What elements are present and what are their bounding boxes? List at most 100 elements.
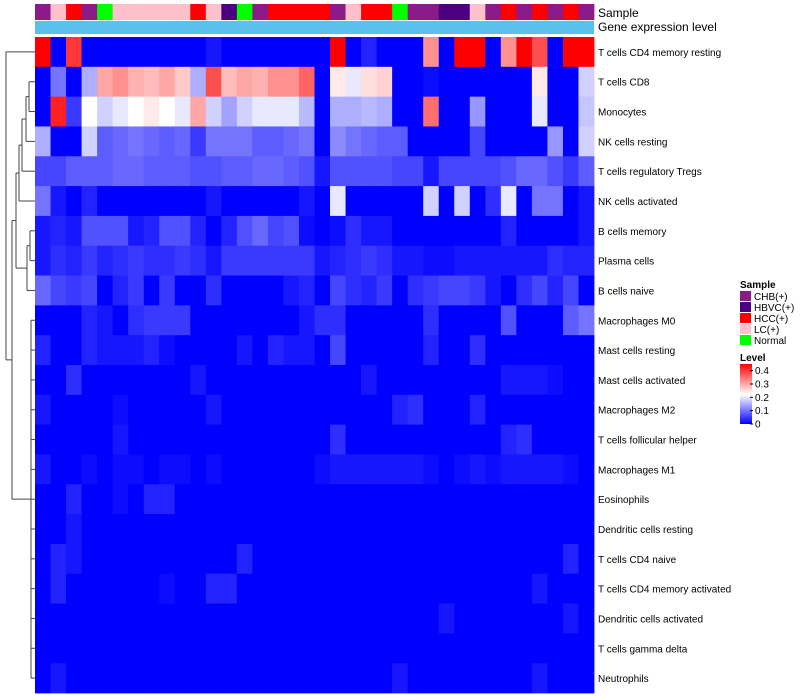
- heatmap-cell: [66, 126, 82, 157]
- heatmap-cell: [361, 573, 378, 604]
- heatmap-cell: [283, 603, 300, 634]
- heatmap-cell: [236, 543, 253, 575]
- row-label: T cells CD4 memory activated: [598, 585, 731, 596]
- heatmap-cell: [562, 245, 579, 276]
- heatmap-cell: [361, 126, 378, 157]
- heatmap-cell: [112, 186, 129, 217]
- heatmap-cell: [500, 633, 517, 664]
- heatmap-cell: [81, 484, 98, 515]
- row-label: T cells CD4 naive: [598, 555, 677, 566]
- heatmap-cell: [97, 335, 114, 366]
- heatmap-cell: [531, 454, 548, 485]
- heatmap-cell: [81, 424, 98, 455]
- heatmap-cell: [407, 156, 424, 187]
- heatmap-cell: [66, 37, 82, 68]
- heatmap-cell: [376, 275, 393, 306]
- legend-entry-label: LC(+): [754, 325, 779, 336]
- heatmap-cell: [252, 573, 269, 604]
- heatmap-cell: [485, 365, 502, 396]
- heatmap-cell: [562, 96, 579, 127]
- sample-annotation-cell: [438, 4, 455, 20]
- heatmap-cell: [205, 37, 222, 68]
- heatmap-cell: [159, 245, 176, 276]
- heatmap-cell: [267, 186, 284, 217]
- heatmap-cell: [516, 126, 533, 157]
- sample-annotation-cell: [298, 4, 315, 20]
- heatmap-cell: [221, 484, 238, 515]
- heatmap-cell: [50, 156, 67, 187]
- heatmap-cell: [112, 663, 129, 694]
- heatmap-cell: [485, 454, 502, 485]
- heatmap-cell: [531, 514, 548, 545]
- heatmap-cell: [190, 186, 207, 217]
- heatmap-cell: [97, 245, 114, 276]
- heatmap-cell: [81, 573, 98, 604]
- heatmap-cell: [392, 633, 409, 664]
- legend-entry-label: HBVC(+): [754, 303, 794, 314]
- heatmap-cell: [547, 245, 564, 276]
- heatmap-cell: [205, 484, 222, 515]
- heatmap-cell: [252, 215, 269, 247]
- heatmap-cell: [66, 603, 82, 634]
- heatmap-cell: [221, 514, 238, 545]
- row-dendrogram: [5, 51, 35, 679]
- heatmap-cell: [252, 514, 269, 545]
- heatmap-cell: [81, 245, 98, 276]
- sample-annotation-cell: [66, 4, 82, 20]
- heatmap-cell: [361, 156, 378, 187]
- heatmap-cell: [128, 514, 145, 545]
- heatmap-cell: [578, 156, 595, 187]
- heatmap-cell: [143, 186, 160, 217]
- heatmap-cell: [407, 424, 424, 455]
- heatmap-cell: [531, 96, 548, 127]
- heatmap-cell: [454, 365, 471, 396]
- heatmap-cell: [81, 365, 98, 396]
- sample-annotation-cell: [485, 4, 502, 20]
- heatmap-cell: [50, 96, 67, 127]
- heatmap-cell: [283, 215, 300, 247]
- row-label: Neutrophils: [598, 674, 649, 685]
- heatmap-cell: [562, 633, 579, 664]
- sample-annotation-cell: [81, 4, 98, 20]
- sample-annotation-cell: [500, 4, 517, 20]
- heatmap-cell: [423, 573, 440, 604]
- legend-sample-title: Sample: [740, 280, 776, 291]
- row-label: B cells memory: [598, 227, 666, 238]
- heatmap-cell: [143, 633, 160, 664]
- heatmap-cell: [423, 156, 440, 187]
- heatmap-cell: [143, 335, 160, 366]
- row-label: T cells follicular helper: [598, 436, 697, 447]
- heatmap-cell: [174, 96, 191, 127]
- heatmap-cell: [392, 454, 409, 485]
- heatmap-cell: [547, 365, 564, 396]
- heatmap-cell: [298, 275, 315, 306]
- heatmap-cell: [392, 543, 409, 575]
- heatmap-cell: [376, 305, 393, 336]
- heatmap-cell: [66, 543, 82, 575]
- heatmap-cell: [345, 126, 362, 157]
- heatmap-cell: [314, 365, 331, 396]
- heatmap-cell: [298, 215, 315, 247]
- heatmap-cell: [112, 573, 129, 604]
- heatmap-cell: [516, 335, 533, 366]
- heatmap-cell: [66, 215, 82, 247]
- heatmap-cell: [190, 66, 207, 98]
- sample-annotation-cell: [578, 4, 595, 20]
- heatmap-cell: [516, 186, 533, 217]
- heatmap-cell: [578, 186, 595, 217]
- heatmap-cell: [423, 603, 440, 634]
- heatmap-cell: [469, 365, 486, 396]
- heatmap-cell: [112, 424, 129, 455]
- heatmap-cell: [97, 424, 114, 455]
- heatmap-cell: [438, 215, 455, 247]
- heatmap-cell: [469, 305, 486, 336]
- heatmap-cell: [283, 126, 300, 157]
- heatmap-cell: [128, 186, 145, 217]
- heatmap-cell: [174, 424, 191, 455]
- heatmap-cell: [143, 275, 160, 306]
- sample-annotation-cell: [516, 4, 533, 20]
- heatmap-cell: [221, 573, 238, 604]
- heatmap-cell: [81, 305, 98, 336]
- heatmap-cell: [314, 96, 331, 127]
- heatmap-cell: [562, 186, 579, 217]
